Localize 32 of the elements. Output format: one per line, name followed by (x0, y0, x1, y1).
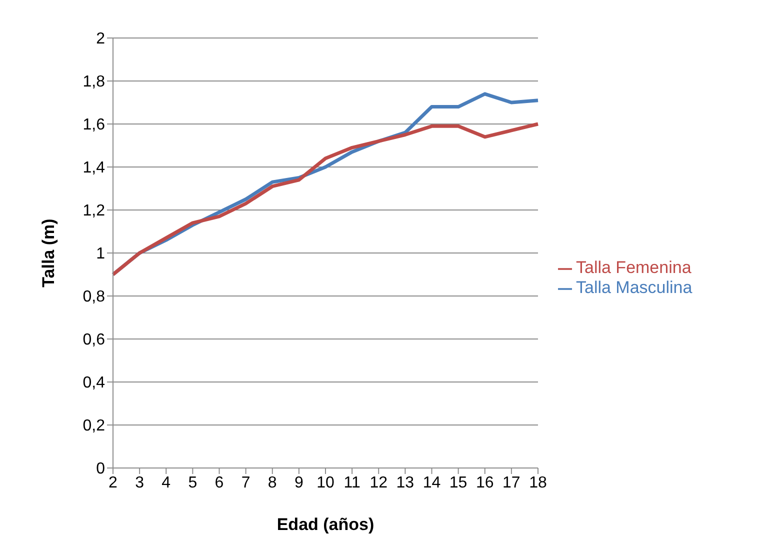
y-tick-label: 0,4 (82, 374, 106, 392)
x-tick-label: 17 (502, 474, 520, 492)
x-tick-label: 8 (268, 474, 277, 492)
y-tick-label: 1,6 (82, 116, 106, 134)
y-tick-label: 0 (96, 460, 106, 478)
legend-label: Talla Femenina (576, 258, 692, 277)
x-tick-label: 10 (316, 474, 334, 492)
x-tick-label: 13 (396, 474, 414, 492)
legend-label: Talla Masculina (576, 278, 692, 297)
x-tick-label: 15 (449, 474, 468, 492)
y-tick-label: 0,6 (82, 332, 106, 349)
x-tick-label: 6 (214, 474, 224, 492)
x-tick-label: 18 (529, 474, 547, 492)
x-tick-label: 5 (188, 474, 198, 492)
y-tick-label: 1,4 (82, 160, 106, 177)
x-tick-label: 14 (422, 474, 441, 492)
x-tick-label: 7 (241, 474, 250, 492)
x-tick-label: 11 (344, 474, 360, 492)
y-tick-label: 0,8 (82, 288, 106, 306)
x-tick-label: 4 (162, 474, 171, 492)
y-tick-label: 1,8 (82, 74, 106, 91)
y-tick-label: 0,2 (82, 418, 106, 435)
y-tick-label: 2 (96, 30, 106, 48)
x-tick-label: 9 (294, 474, 304, 492)
x-tick-label: 16 (476, 474, 494, 492)
y-tick-label: 1,2 (82, 202, 106, 220)
x-axis-title: Edad (años) (276, 515, 374, 534)
x-tick-label: 3 (135, 474, 144, 492)
x-tick-label: 2 (108, 474, 118, 492)
y-axis-title: Talla (m) (39, 218, 58, 288)
y-tick-label: 1 (96, 246, 106, 263)
x-tick-label: 12 (370, 474, 388, 492)
